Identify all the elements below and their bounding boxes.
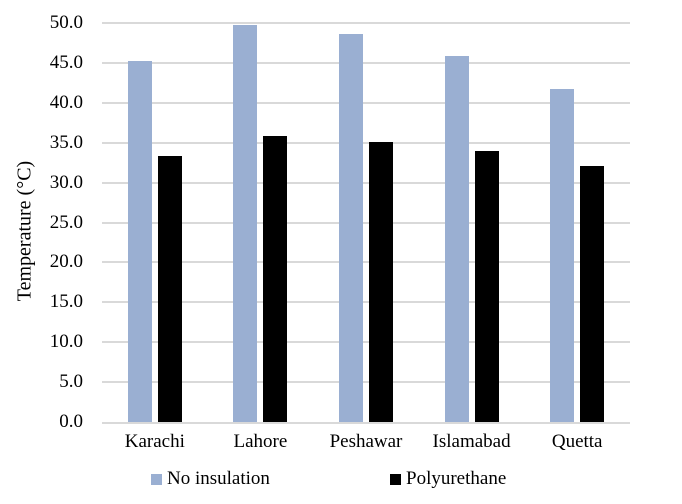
bar-polyurethane-islamabad: [474, 151, 499, 422]
bar-polyurethane-lahore: [263, 136, 288, 422]
bar-polyurethane-peshawar: [368, 142, 393, 422]
legend-label-polyurethane: Polyurethane: [406, 468, 507, 489]
y-tick-label: 45.0: [49, 52, 83, 73]
y-tick-label: 25.0: [49, 212, 83, 233]
legend-swatch-no-insulation: [151, 473, 162, 485]
x-axis-label-islamabad: Islamabad: [432, 431, 511, 452]
gridline: [102, 222, 630, 224]
y-tick-label: 50.0: [49, 12, 83, 33]
bar-no-insulation-islamabad: [444, 56, 469, 422]
gridline: [102, 22, 630, 24]
bar-no-insulation-lahore: [233, 25, 258, 422]
x-axis-label-karachi: Karachi: [124, 431, 185, 452]
gridline: [102, 261, 630, 263]
bar-no-insulation-peshawar: [338, 34, 363, 422]
gridline: [102, 341, 630, 343]
bar-no-insulation-quetta: [550, 89, 575, 422]
bar-group-karachi: [102, 23, 208, 422]
bar-no-insulation-karachi: [127, 61, 152, 422]
x-axis-label-quetta: Quetta: [551, 431, 603, 452]
bar-group-lahore: [208, 23, 314, 422]
y-tick-label: 20.0: [49, 251, 83, 272]
bar-groups: [102, 23, 630, 422]
bar-group-peshawar: [313, 23, 419, 422]
bar-group-quetta: [524, 23, 630, 422]
legend-label-no-insulation: No insulation: [167, 468, 270, 489]
y-tick-label: 35.0: [49, 132, 83, 153]
gridline: [102, 381, 630, 383]
bar-polyurethane-quetta: [580, 166, 605, 422]
bar-group-islamabad: [419, 23, 525, 422]
y-tick-label: 5.0: [59, 371, 83, 392]
x-axis-labels: Karachi Lahore Peshawar Islamabad Quetta: [102, 431, 630, 453]
y-tick-label: 30.0: [49, 172, 83, 193]
legend-swatch-polyurethane: [390, 473, 401, 485]
y-tick-label: 15.0: [49, 291, 83, 312]
y-tick-label: 0.0: [59, 411, 83, 432]
plot-area: [102, 22, 630, 424]
legend-entry-polyurethane: Polyurethane: [390, 468, 506, 490]
legend-entry-no-insulation: No insulation: [151, 468, 270, 490]
gridline: [102, 102, 630, 104]
gridline: [102, 142, 630, 144]
gridline: [102, 301, 630, 303]
gridline: [102, 62, 630, 64]
x-axis-label-peshawar: Peshawar: [329, 431, 403, 452]
x-axis-label-lahore: Lahore: [233, 431, 288, 452]
bar-polyurethane-karachi: [157, 156, 182, 422]
y-tick-label: 10.0: [49, 331, 83, 352]
gridline: [102, 182, 630, 184]
y-tick-label: 40.0: [49, 92, 83, 113]
